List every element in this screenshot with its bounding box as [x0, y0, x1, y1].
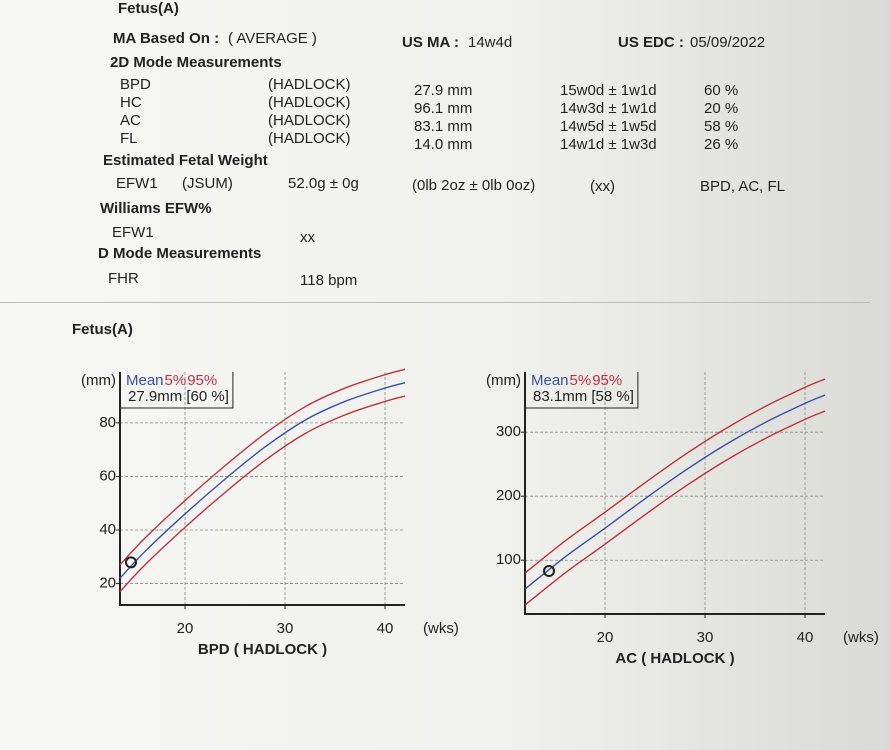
label: US EDC : [618, 34, 684, 51]
percentile: 60 % [704, 82, 739, 99]
y-tick-label: 40 [99, 521, 116, 538]
x-axis-label: AC ( HADLOCK ) [615, 650, 734, 667]
value: 52.0g ± 0g [288, 175, 359, 192]
method: (HADLOCK) [268, 130, 351, 147]
value: 83.1 mm [414, 118, 473, 135]
y-tick-label: 80 [99, 414, 116, 431]
annotation-box [525, 372, 639, 409]
x-unit: (wks) [843, 629, 879, 646]
legend-entry: 5% [165, 372, 187, 389]
curve [524, 410, 826, 606]
section-title: D Mode Measurements [98, 245, 262, 262]
value: ( AVERAGE ) [228, 30, 317, 47]
label: US MA : [402, 34, 459, 51]
value: xx [300, 229, 315, 246]
y-tick-label: 200 [496, 487, 521, 504]
x-unit: (wks) [423, 620, 459, 637]
y-tick-label: 100 [496, 551, 521, 568]
value: BPD, AC, FL [700, 178, 786, 195]
legend-entry: Mean [531, 372, 569, 389]
legend-entry: Mean [126, 372, 164, 389]
label: MA Based On : [113, 30, 220, 47]
data-point [125, 556, 137, 569]
curve [119, 395, 406, 593]
percentile: 20 % [704, 100, 739, 117]
percentile: 58 % [704, 118, 739, 135]
curve [119, 368, 406, 566]
method: (HADLOCK) [268, 94, 351, 111]
name: FL [120, 130, 138, 147]
x-tick-label: 40 [797, 629, 814, 646]
value: 27.9 mm [414, 82, 473, 99]
legend-entry: 95% [592, 372, 622, 389]
section-title: Estimated Fetal Weight [103, 152, 268, 169]
ga: 14w5d ± 1w5d [560, 118, 657, 135]
title: Fetus(A) [118, 0, 179, 17]
curve [524, 378, 826, 574]
y-unit: (mm) [81, 372, 116, 389]
section-title: 2D Mode Measurements [110, 54, 282, 71]
ga: 14w3d ± 1w1d [560, 100, 657, 117]
value: 05/09/2022 [690, 34, 766, 51]
x-tick-label: 20 [597, 629, 614, 646]
name: FHR [108, 270, 139, 287]
annotation: 83.1mm [58 %] [533, 388, 634, 405]
section-title: Williams EFW% [100, 200, 212, 217]
value: (xx) [590, 178, 615, 195]
value: (0lb 2oz ± 0lb 0oz) [412, 177, 536, 194]
y-tick-label: 300 [496, 423, 521, 440]
x-tick-label: 30 [277, 620, 294, 637]
name: HC [120, 94, 142, 111]
name: BPD [120, 76, 151, 93]
legend-entry: 95% [187, 372, 217, 389]
value: 14.0 mm [414, 136, 473, 153]
section-title: Fetus(A) [72, 321, 133, 338]
curve [524, 394, 826, 590]
method: (JSUM) [182, 175, 233, 192]
legend-entry: 5% [570, 372, 592, 389]
x-axis-label: BPD ( HADLOCK ) [198, 641, 327, 658]
name: AC [120, 112, 141, 129]
annotation: 27.9mm [60 %] [128, 388, 229, 405]
name: EFW1 [116, 175, 158, 192]
annotation-box [120, 372, 234, 409]
data-point [543, 565, 555, 578]
y-tick-label: 60 [99, 467, 116, 484]
ga: 15w0d ± 1w1d [560, 82, 657, 99]
percentile: 26 % [704, 136, 739, 153]
axis [119, 372, 405, 606]
value: 14w4d [468, 34, 513, 51]
value: 118 bpm [300, 272, 358, 289]
curve [119, 382, 406, 579]
axis [524, 372, 825, 615]
x-tick-label: 30 [697, 629, 714, 646]
ga: 14w1d ± 1w3d [560, 136, 657, 153]
y-unit: (mm) [486, 372, 521, 389]
x-tick-label: 20 [177, 620, 194, 637]
value: 96.1 mm [414, 100, 473, 117]
divider [0, 302, 870, 303]
method: (HADLOCK) [268, 76, 351, 93]
name: EFW1 [112, 224, 154, 241]
x-tick-label: 40 [377, 620, 394, 637]
y-tick-label: 20 [99, 575, 116, 592]
method: (HADLOCK) [268, 112, 351, 129]
